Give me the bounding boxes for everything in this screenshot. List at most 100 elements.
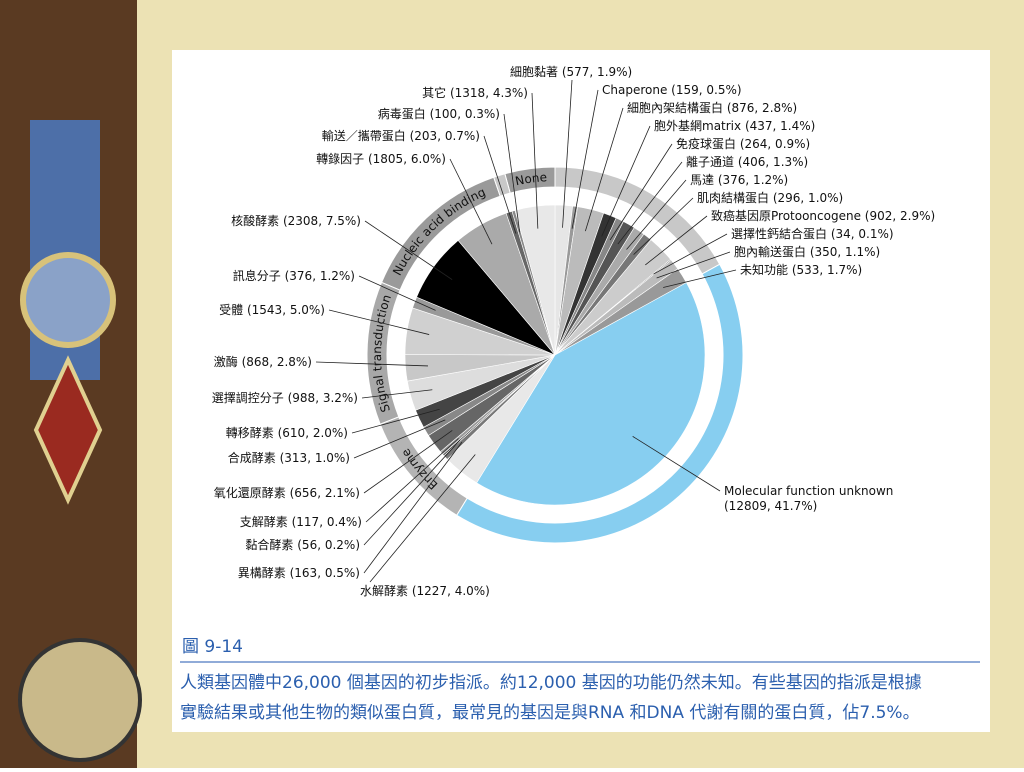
figure-label: 圖 9-14 — [182, 637, 243, 657]
value-label: (159, 0.5%) — [671, 83, 741, 97]
leader-line — [663, 269, 737, 288]
leader-line — [531, 92, 539, 229]
leader-line — [315, 361, 428, 367]
value-label: (868, 2.8%) — [242, 355, 312, 369]
data-label: 選擇調控分子 (988, 3.2%) — [212, 390, 358, 405]
pie-slice — [476, 282, 706, 506]
category-name: 致癌基因原Protooncogene — [711, 208, 861, 223]
category-name: 離子通道 — [686, 155, 734, 169]
value-label: (350, 1.1%) — [810, 245, 880, 259]
leader-line — [351, 408, 440, 434]
value-label: (376, 1.2%) — [285, 269, 355, 283]
value-label: (264, 0.9%) — [740, 137, 810, 151]
category-name: 胞內輸送蛋白 — [734, 244, 806, 259]
value-label: (56, 0.2%) — [297, 538, 360, 552]
leader-line — [363, 441, 463, 574]
data-label: 馬達 (376, 1.2%) — [690, 173, 788, 187]
category-name: 未知功能 — [740, 263, 788, 277]
category-name: 受體 — [219, 303, 243, 317]
value-label: (902, 2.9%) — [865, 209, 935, 223]
data-label: 其它 (1318, 4.3%) — [422, 85, 528, 100]
category-name: Chaperone — [602, 83, 667, 97]
value-label: (1543, 5.0%) — [247, 303, 325, 317]
category-name: 細胞內架結構蛋白 — [627, 100, 723, 115]
value-label: (1227, 4.0%) — [412, 584, 490, 598]
category-name: 水解酵素 — [360, 584, 408, 598]
leader-line — [656, 251, 731, 279]
pie-slice — [514, 204, 556, 356]
data-label: 轉移酵素 (610, 2.0%) — [226, 426, 348, 440]
value-label: (1805, 6.0%) — [368, 152, 446, 166]
category-name: 合成酵素 — [228, 450, 276, 465]
data-label: 轉錄因子 (1805, 6.0%) — [316, 151, 446, 166]
category-name: 核酸酵素 — [231, 213, 279, 228]
leader-line — [449, 158, 493, 245]
category-name: Molecular function unknown — [724, 484, 893, 498]
data-label: 訊息分子 (376, 1.2%) — [233, 268, 355, 283]
category-name: 輸送／攜帶蛋白 — [322, 128, 406, 143]
data-label: 黏合酵素 (56, 0.2%) — [245, 537, 360, 552]
category-name: 選擇調控分子 — [212, 390, 284, 405]
leader-line — [483, 135, 517, 234]
data-label: 選擇性鈣結合蛋白 (34, 0.1%) — [731, 226, 894, 241]
value-label: (163, 0.5%) — [290, 566, 360, 580]
data-label: 支解酵素 (117, 0.4%) — [240, 515, 362, 529]
caption-line: 實驗結果或其他生物的類似蛋白質，最常見的基因是與RNA 和DNA 代謝有關的蛋白… — [180, 703, 920, 723]
leader-line — [562, 79, 573, 228]
ring-segment — [456, 263, 744, 544]
data-label: 致癌基因原Protooncogene (902, 2.9%) — [711, 208, 935, 223]
value-label: (988, 3.2%) — [288, 391, 358, 405]
leader-line — [358, 275, 436, 311]
data-label: 異構酵素 (163, 0.5%) — [238, 566, 360, 580]
value-label: (610, 2.0%) — [278, 426, 348, 440]
group-label: None — [514, 170, 547, 188]
decor-cross — [33, 355, 103, 505]
value-label: (313, 1.0%) — [280, 451, 350, 465]
value-label: (203, 0.7%) — [410, 129, 480, 143]
leader-line — [645, 215, 708, 266]
category-name: 馬達 — [690, 173, 714, 187]
data-label: 激酶 (868, 2.8%) — [214, 354, 312, 369]
data-label: 未知功能 (533, 1.7%) — [740, 263, 862, 277]
leader-line — [363, 430, 453, 494]
leader-line — [364, 220, 453, 280]
category-name: 病毒蛋白 — [378, 106, 426, 121]
data-label: 肌肉結構蛋白 (296, 1.0%) — [697, 190, 843, 205]
category-name: 細胞黏著 — [510, 65, 558, 79]
data-label: 氧化還原酵素 (656, 2.1%) — [214, 486, 360, 500]
decor-medal — [20, 252, 116, 348]
data-label: 輸送／攜帶蛋白 (203, 0.7%) — [322, 128, 480, 143]
data-label: 水解酵素 (1227, 4.0%) — [360, 584, 490, 598]
category-name: 肌肉結構蛋白 — [697, 190, 769, 205]
category-name: 異構酵素 — [238, 566, 286, 580]
data-label: Molecular function unknown (12809, 41.7%) — [724, 484, 893, 513]
group-label-path: None — [514, 170, 547, 188]
data-label: 胞內輸送蛋白 (350, 1.1%) — [734, 244, 880, 259]
data-label: 細胞內架結構蛋白 (876, 2.8%) — [627, 100, 797, 115]
category-name: 激酶 — [214, 354, 238, 369]
value-label: (100, 0.3%) — [430, 107, 500, 121]
caption-line: 人類基因體中26,000 個基因的初步指派。約12,000 基因的功能仍然未知。… — [180, 673, 922, 693]
category-name: 其它 — [422, 85, 446, 100]
leader-line — [328, 309, 430, 335]
leader-line — [584, 107, 624, 232]
leader-line — [633, 197, 694, 255]
leader-line — [617, 161, 683, 245]
data-label: 免疫球蛋白 (264, 0.9%) — [676, 136, 810, 151]
category-name: 轉錄因子 — [316, 151, 364, 166]
ring-segment — [366, 281, 401, 425]
leader-line — [626, 179, 687, 250]
data-label: 病毒蛋白 (100, 0.3%) — [378, 106, 500, 121]
value-label: (296, 1.0%) — [773, 191, 843, 205]
value-label: (1318, 4.3%) — [450, 86, 528, 100]
data-label: 離子通道 (406, 1.3%) — [686, 155, 808, 169]
leader-line — [609, 143, 673, 241]
value-label: (12809, 41.7%) — [724, 499, 817, 513]
leader-line — [632, 436, 721, 492]
category-name: 選擇性鈣結合蛋白 — [731, 226, 827, 241]
leader-line — [601, 125, 651, 237]
data-label: 受體 (1543, 5.0%) — [219, 303, 325, 317]
leader-line — [503, 113, 521, 233]
category-name: 訊息分子 — [233, 268, 281, 283]
